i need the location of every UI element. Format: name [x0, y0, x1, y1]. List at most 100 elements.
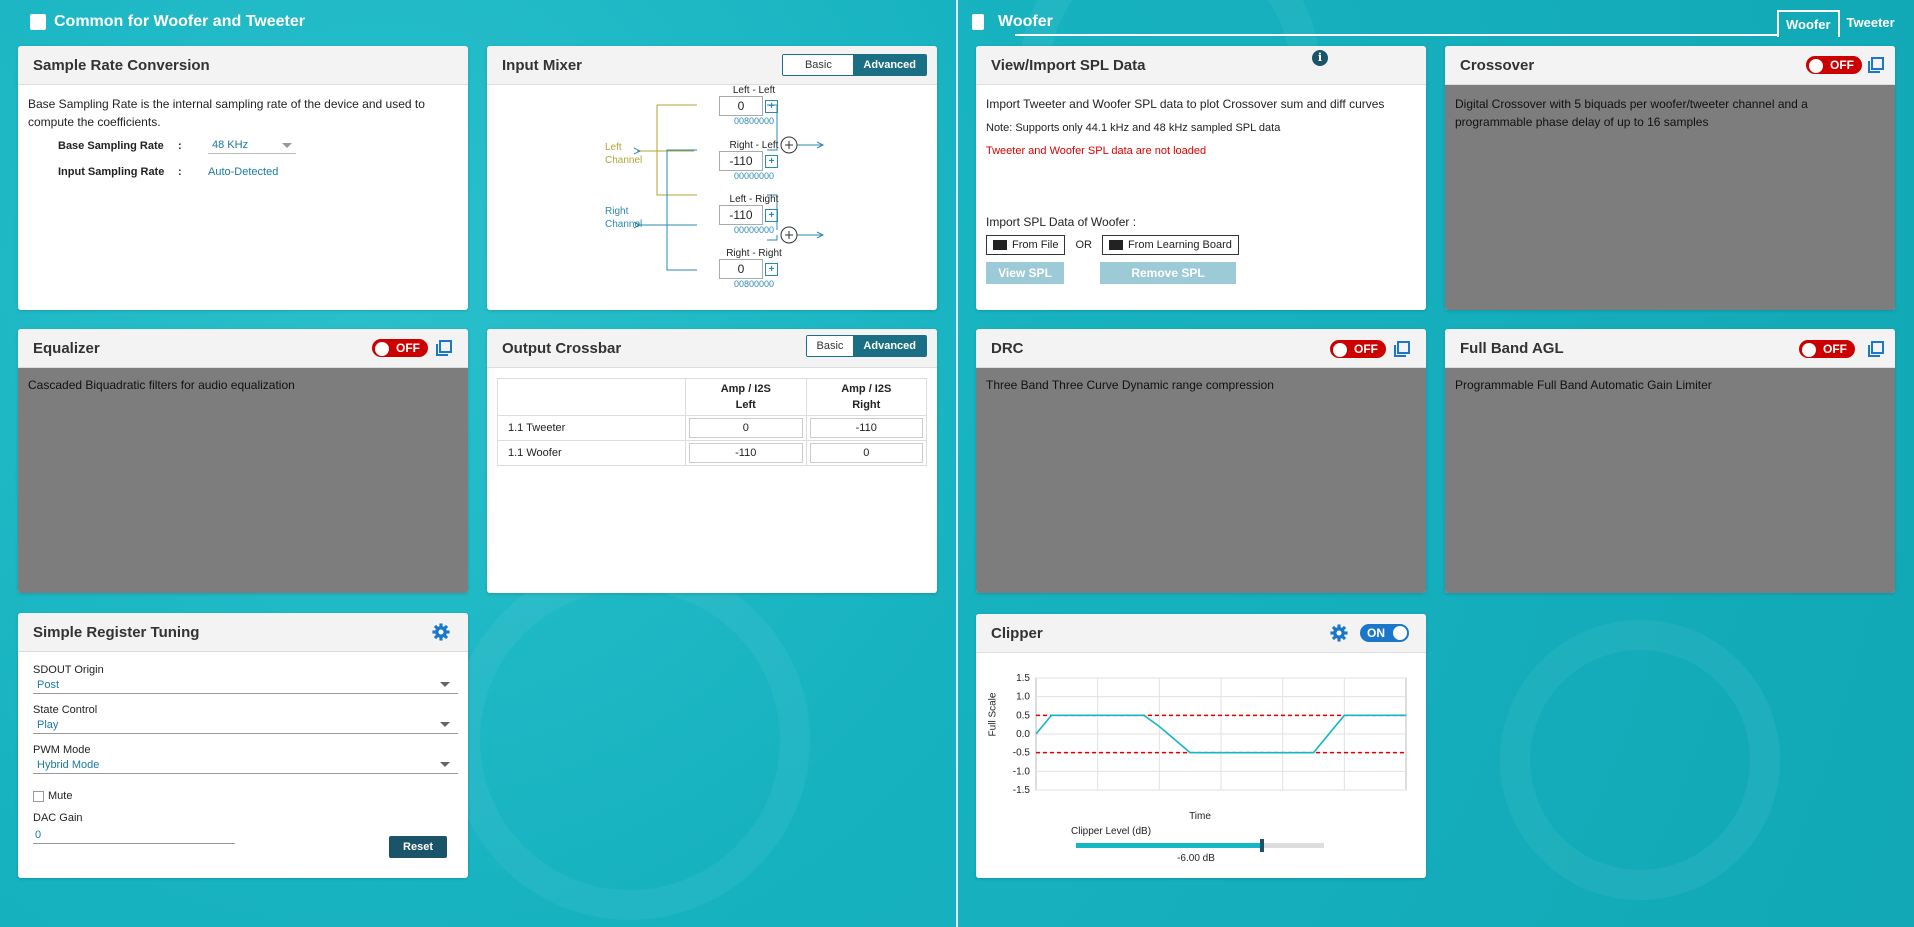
column-header-left: Amp / I2S Left — [685, 378, 807, 416]
gain-block-right-right: Right - Right 0 + 00800000 — [719, 248, 789, 289]
y-tick-label: -1.0 — [1013, 766, 1031, 777]
expand-icon[interactable]: + — [765, 154, 778, 168]
crossbar-input[interactable]: 0 — [689, 418, 803, 438]
spl-description: Import Tweeter and Woofer SPL data to pl… — [986, 97, 1385, 111]
state-control-select[interactable]: State Control Play — [33, 704, 458, 734]
expand-icon[interactable]: + — [765, 208, 778, 222]
base-rate-select[interactable]: 48 KHz — [208, 137, 296, 154]
equalizer-toggle[interactable]: OFF — [372, 339, 428, 357]
right-channel-label: Right Channel — [605, 206, 643, 230]
expand-icon[interactable]: + — [765, 262, 778, 276]
crossover-toggle[interactable]: OFF — [1806, 56, 1862, 74]
remove-spl-button[interactable]: Remove SPL — [1100, 262, 1236, 284]
panel-description: Base Sampling Rate is the internal sampl… — [28, 97, 425, 129]
from-file-button[interactable]: From File — [986, 235, 1066, 255]
panel-title: Output Crossbar — [502, 339, 622, 357]
panel-title: Sample Rate Conversion — [33, 56, 210, 74]
tab-woofer[interactable]: Woofer — [1777, 10, 1840, 37]
clipper-level-slider[interactable] — [1076, 839, 1324, 852]
speaker-group-icon — [30, 14, 46, 30]
input-rate-label: Input Sampling Rate — [58, 166, 165, 178]
clipper-level-value: -6.00 dB — [1177, 853, 1215, 864]
plus-icon — [785, 231, 793, 239]
tab-tweeter[interactable]: Tweeter — [1846, 15, 1895, 30]
popout-icon[interactable] — [1868, 57, 1884, 73]
crossbar-table: Amp / I2S Left Amp / I2S Right 1.1 Tweeter… — [497, 378, 927, 466]
gear-icon[interactable] — [432, 623, 450, 641]
panel-title: Simple Register Tuning — [33, 623, 200, 641]
slider-handle[interactable] — [1260, 839, 1264, 852]
expand-icon[interactable]: + — [765, 99, 778, 113]
sdout-origin-select[interactable]: SDOUT Origin Post — [33, 664, 458, 694]
info-icon[interactable]: i — [1312, 50, 1328, 66]
popout-icon[interactable] — [1394, 341, 1410, 357]
equalizer-panel: Equalizer OFF Cascaded Biquadratic filte… — [18, 329, 468, 593]
equalizer-description: Cascaded Biquadratic filters for audio e… — [28, 378, 295, 392]
chevron-down-icon — [282, 143, 292, 148]
gain-block-left-right: Left - Right -110 + 00000000 — [719, 194, 789, 235]
input-rate-value: Auto-Detected — [208, 166, 279, 178]
slider-fill — [1076, 843, 1262, 848]
table-row: 1.1 Tweeter 0 -110 — [497, 415, 927, 441]
gain-input[interactable]: 0 — [719, 259, 763, 279]
panel-title: DRC — [991, 339, 1024, 357]
clipper-toggle[interactable]: ON — [1360, 624, 1409, 642]
drc-description: Three Band Three Curve Dynamic range com… — [986, 378, 1274, 392]
section-divider — [956, 0, 958, 927]
mode-advanced-button[interactable]: Advanced — [853, 336, 926, 356]
panel-title: Equalizer — [33, 339, 100, 357]
section-title-woofer: Woofer — [972, 13, 1053, 31]
gain-input[interactable]: 0 — [719, 96, 763, 116]
panel-title: Crossover — [1460, 56, 1535, 74]
drc-toggle[interactable]: OFF — [1330, 340, 1386, 358]
panel-title: Full Band AGL — [1460, 339, 1564, 357]
output-crossbar-panel: Output Crossbar Basic Advanced Amp / I2S… — [487, 329, 937, 593]
drc-panel: DRC OFF Three Band Three Curve Dynamic r… — [976, 329, 1426, 593]
y-tick-label: -0.5 — [1013, 748, 1031, 759]
mute-checkbox[interactable] — [33, 790, 44, 802]
crossbar-input[interactable]: -110 — [809, 418, 923, 438]
reset-button[interactable]: Reset — [389, 836, 447, 858]
series-line — [1035, 714, 1406, 754]
spl-panel: View/Import SPL Data i Import Tweeter an… — [976, 46, 1426, 310]
mixer-diagram — [633, 104, 825, 271]
bg-decoration — [450, 560, 810, 920]
register-tuning-panel: Simple Register Tuning SDOUT Origin Post… — [18, 613, 468, 878]
left-channel-label: Left Channel — [605, 142, 643, 166]
import-label: Import SPL Data of Woofer : — [986, 215, 1137, 229]
gain-block-left-left: Left - Left 0 + 00800000 — [719, 85, 789, 126]
section-title-common: Common for Woofer and Tweeter — [30, 13, 305, 31]
panel-title: View/Import SPL Data — [991, 56, 1146, 74]
y-tick-label: 1.5 — [1016, 673, 1030, 684]
clipper-panel: Clipper ON 1.5 1.0 0.5 0.0 -0.5 -1.0 -1.5 Full… — [976, 614, 1426, 878]
chevron-down-icon — [440, 762, 450, 767]
y-tick-label: 1.0 — [1016, 692, 1030, 703]
from-board-button[interactable]: From Learning Board — [1101, 235, 1239, 255]
agl-panel: Full Band AGL OFF Programmable Full Band… — [1445, 329, 1895, 593]
popout-icon[interactable] — [436, 340, 452, 356]
crossbar-input[interactable]: 0 — [809, 443, 923, 463]
clipper-chart-area: 1.5 1.0 0.5 0.0 -0.5 -1.0 -1.5 Full Scale Time… — [976, 653, 1426, 878]
mode-advanced-button[interactable]: Advanced — [853, 55, 926, 75]
y-tick-label: 0.5 — [1016, 710, 1030, 721]
y-tick-label: -1.5 — [1013, 785, 1031, 796]
row-label: 1.1 Woofer — [497, 440, 686, 466]
spl-warning: Tweeter and Woofer SPL data are not load… — [986, 145, 1207, 157]
column-header-right: Amp / I2S Right — [805, 378, 927, 416]
popout-icon[interactable] — [1868, 341, 1884, 357]
crossbar-input[interactable]: -110 — [689, 443, 803, 463]
gain-input[interactable]: -110 — [719, 151, 763, 171]
agl-toggle[interactable]: OFF — [1799, 340, 1855, 358]
mode-basic-button[interactable]: Basic — [783, 55, 854, 75]
gain-input[interactable]: -110 — [719, 205, 763, 225]
gear-icon[interactable] — [1330, 624, 1348, 642]
row-label: 1.1 Tweeter — [497, 415, 686, 441]
speaker-tabs: Woofer Tweeter — [1777, 10, 1902, 37]
dac-gain-input[interactable]: 0 — [33, 827, 235, 844]
mode-basic-button[interactable]: Basic — [806, 336, 854, 356]
bg-decoration — [1500, 620, 1780, 900]
mute-checkbox-row: Mute — [33, 790, 458, 802]
view-spl-button[interactable]: View SPL — [986, 262, 1064, 284]
pwm-mode-select[interactable]: PWM Mode Hybrid Mode — [33, 744, 458, 774]
x-axis-label: Time — [1189, 811, 1211, 822]
